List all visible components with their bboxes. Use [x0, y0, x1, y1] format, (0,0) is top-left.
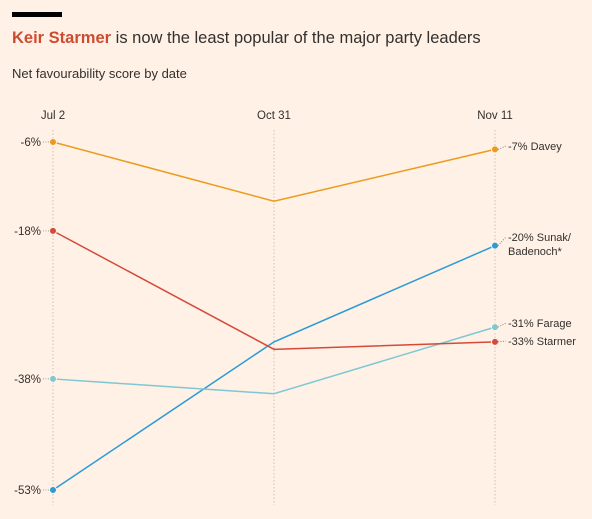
x-tick-label: Jul 2: [41, 110, 65, 122]
series-line-davey: [52, 141, 496, 203]
series-line-starmer: [52, 230, 496, 351]
data-point-starmer: [49, 226, 57, 235]
y-tick-label: -18%: [14, 226, 41, 238]
series-label-davey: -7% Davey: [508, 141, 562, 153]
x-tick-label: Nov 11: [477, 110, 513, 122]
axis-ticks: Jul 2 Oct 31 Nov 11 -6% -18% -38% -53%: [14, 110, 513, 497]
label-leader: [497, 340, 507, 343]
data-point-sunak-badenoch: [491, 241, 499, 250]
data-point-davey: [49, 138, 57, 146]
data-point-davey: [491, 145, 499, 154]
series-label-sunak-badenoch: -20% Sunak/: [508, 232, 572, 244]
series-line-sunak-badenoch: [52, 244, 496, 491]
series-line-farage: [52, 326, 496, 395]
chart-subtitle: Net favourability score by date: [12, 66, 187, 81]
series-label-farage: -31% Farage: [508, 318, 572, 330]
series-lines: [52, 141, 496, 491]
label-leader: [497, 145, 507, 150]
y-tick-label: -38%: [14, 374, 41, 386]
data-point-sunak-badenoch: [49, 486, 57, 494]
data-point-starmer: [491, 337, 499, 346]
x-tick-label: Oct 31: [257, 110, 291, 122]
chart-title: Keir Starmer is now the least popular of…: [12, 28, 481, 48]
y-tick-label: -6%: [21, 137, 41, 149]
data-point-farage: [49, 374, 57, 383]
title-highlight: Keir Starmer: [12, 29, 112, 47]
series-points: [49, 138, 499, 494]
data-point-farage: [491, 323, 499, 332]
label-leader: [497, 236, 507, 246]
y-tick-label: -53%: [14, 485, 41, 497]
label-leader: [497, 322, 507, 328]
header-rule: [12, 12, 62, 17]
title-rest: is now the least popular of the major pa…: [111, 29, 481, 47]
series-labels: -7% Davey -20% Sunak/Badenoch* -31% Farage…: [497, 141, 576, 348]
series-label-sunak-badenoch: Badenoch*: [508, 246, 563, 258]
series-label-starmer: -33% Starmer: [508, 336, 576, 348]
gridlines: [52, 130, 496, 505]
